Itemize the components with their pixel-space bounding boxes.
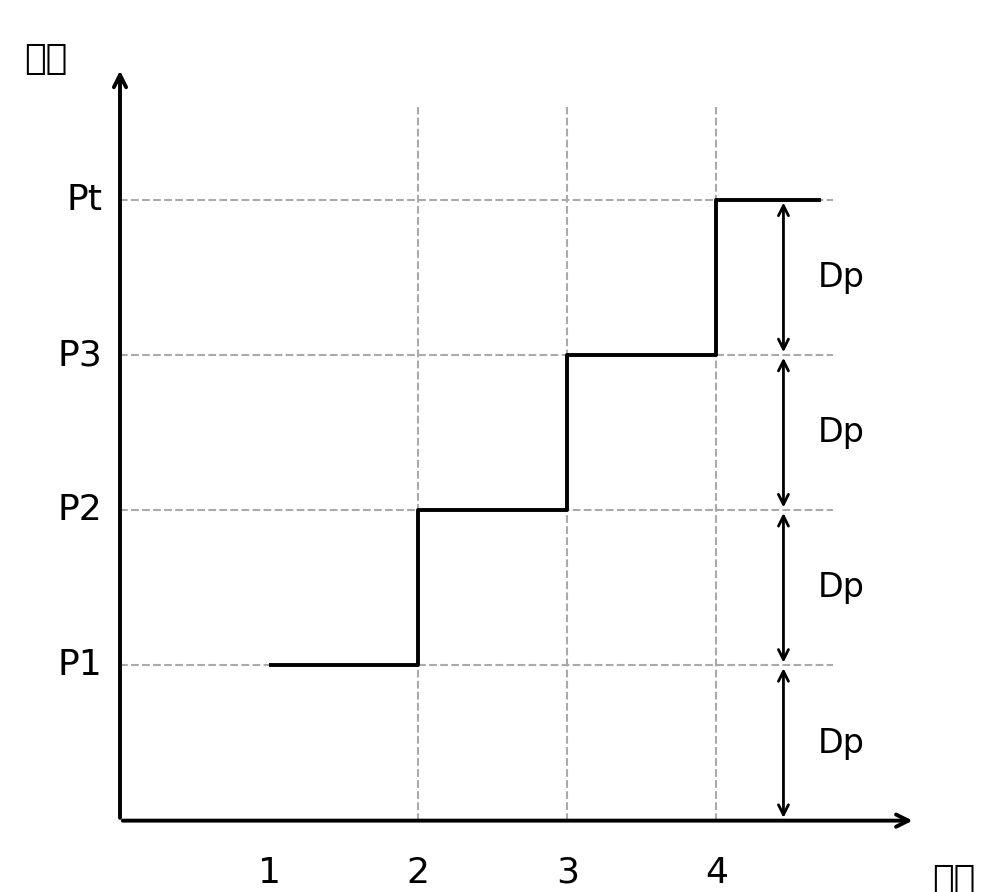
Text: 3: 3 <box>556 855 579 889</box>
Text: Pt: Pt <box>66 183 102 217</box>
Text: Dp: Dp <box>818 261 865 293</box>
Text: Dp: Dp <box>818 417 865 449</box>
Text: Dp: Dp <box>818 727 865 759</box>
Text: 4: 4 <box>705 855 728 889</box>
Text: 压力: 压力 <box>25 42 68 76</box>
Text: 2: 2 <box>407 855 430 889</box>
Text: 1: 1 <box>258 855 281 889</box>
Text: 次数: 次数 <box>933 863 976 892</box>
Text: P3: P3 <box>57 338 102 372</box>
Text: P1: P1 <box>57 648 102 682</box>
Text: Dp: Dp <box>818 572 865 604</box>
Text: P2: P2 <box>57 493 102 527</box>
